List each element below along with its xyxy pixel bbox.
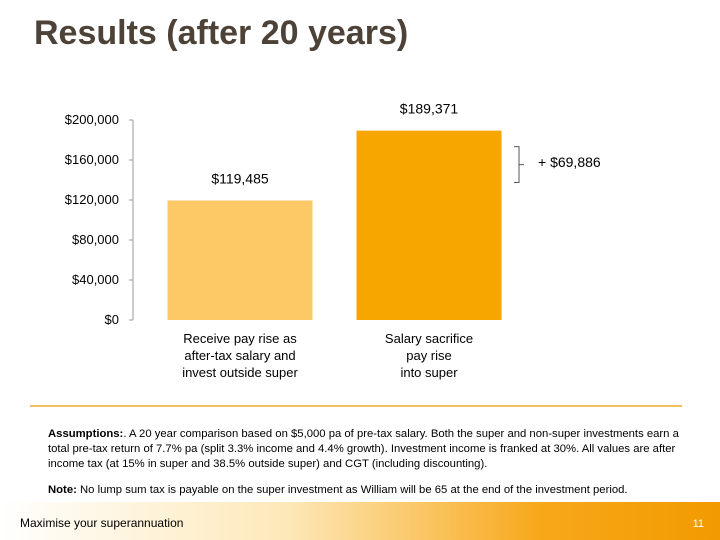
note-label: Note: <box>48 484 77 496</box>
assumptions-paragraph: Assumptions:. A 20 year comparison based… <box>48 427 688 472</box>
y-tick-label: $200,000 <box>65 112 119 127</box>
data-label-1: $189,371 <box>400 101 459 117</box>
y-tick-label: $0 <box>105 312 119 327</box>
data-labels: $119,485 $189,371 <box>211 101 458 187</box>
category-label-salary-sacrifice: Salary sacrifice pay rise into super <box>384 331 474 380</box>
difference-brace-icon <box>514 146 524 184</box>
footer-title: Maximise your superannuation <box>20 516 184 530</box>
footer-bar: Maximise your superannuation 11 <box>0 502 720 540</box>
y-tick-label: $40,000 <box>72 272 119 287</box>
assumptions-label: Assumptions: <box>48 428 124 440</box>
y-tick-label: $160,000 <box>65 152 119 167</box>
y-tick-label: $120,000 <box>65 192 119 207</box>
y-axis-ticks: $0 $40,000 $80,000 $120,000 $160,000 $200,000 <box>65 112 133 327</box>
data-label-0: $119,485 <box>211 171 269 187</box>
y-tick-label: $80,000 <box>72 232 119 247</box>
divider-line <box>30 405 682 407</box>
bar-1 <box>356 130 502 320</box>
bar-chart: $0 $40,000 $80,000 $120,000 $160,000 $200,000… <box>65 101 524 327</box>
page-number: 11 <box>692 518 704 530</box>
bar-0 <box>167 200 313 320</box>
assumptions-notes: Assumptions:. A 20 year comparison based… <box>48 427 688 509</box>
category-label-after-tax: Receive pay rise as after-tax salary and… <box>182 331 298 380</box>
bars <box>167 130 502 320</box>
note-paragraph: Note: No lump sum tax is payable on the … <box>48 483 688 498</box>
assumptions-text: . A 20 year comparison based on $5,000 p… <box>48 428 679 470</box>
page-title: Results (after 20 years) <box>34 14 409 52</box>
difference-label: + $69,886 <box>538 154 601 170</box>
note-text: No lump sum tax is payable on the super … <box>76 484 628 496</box>
